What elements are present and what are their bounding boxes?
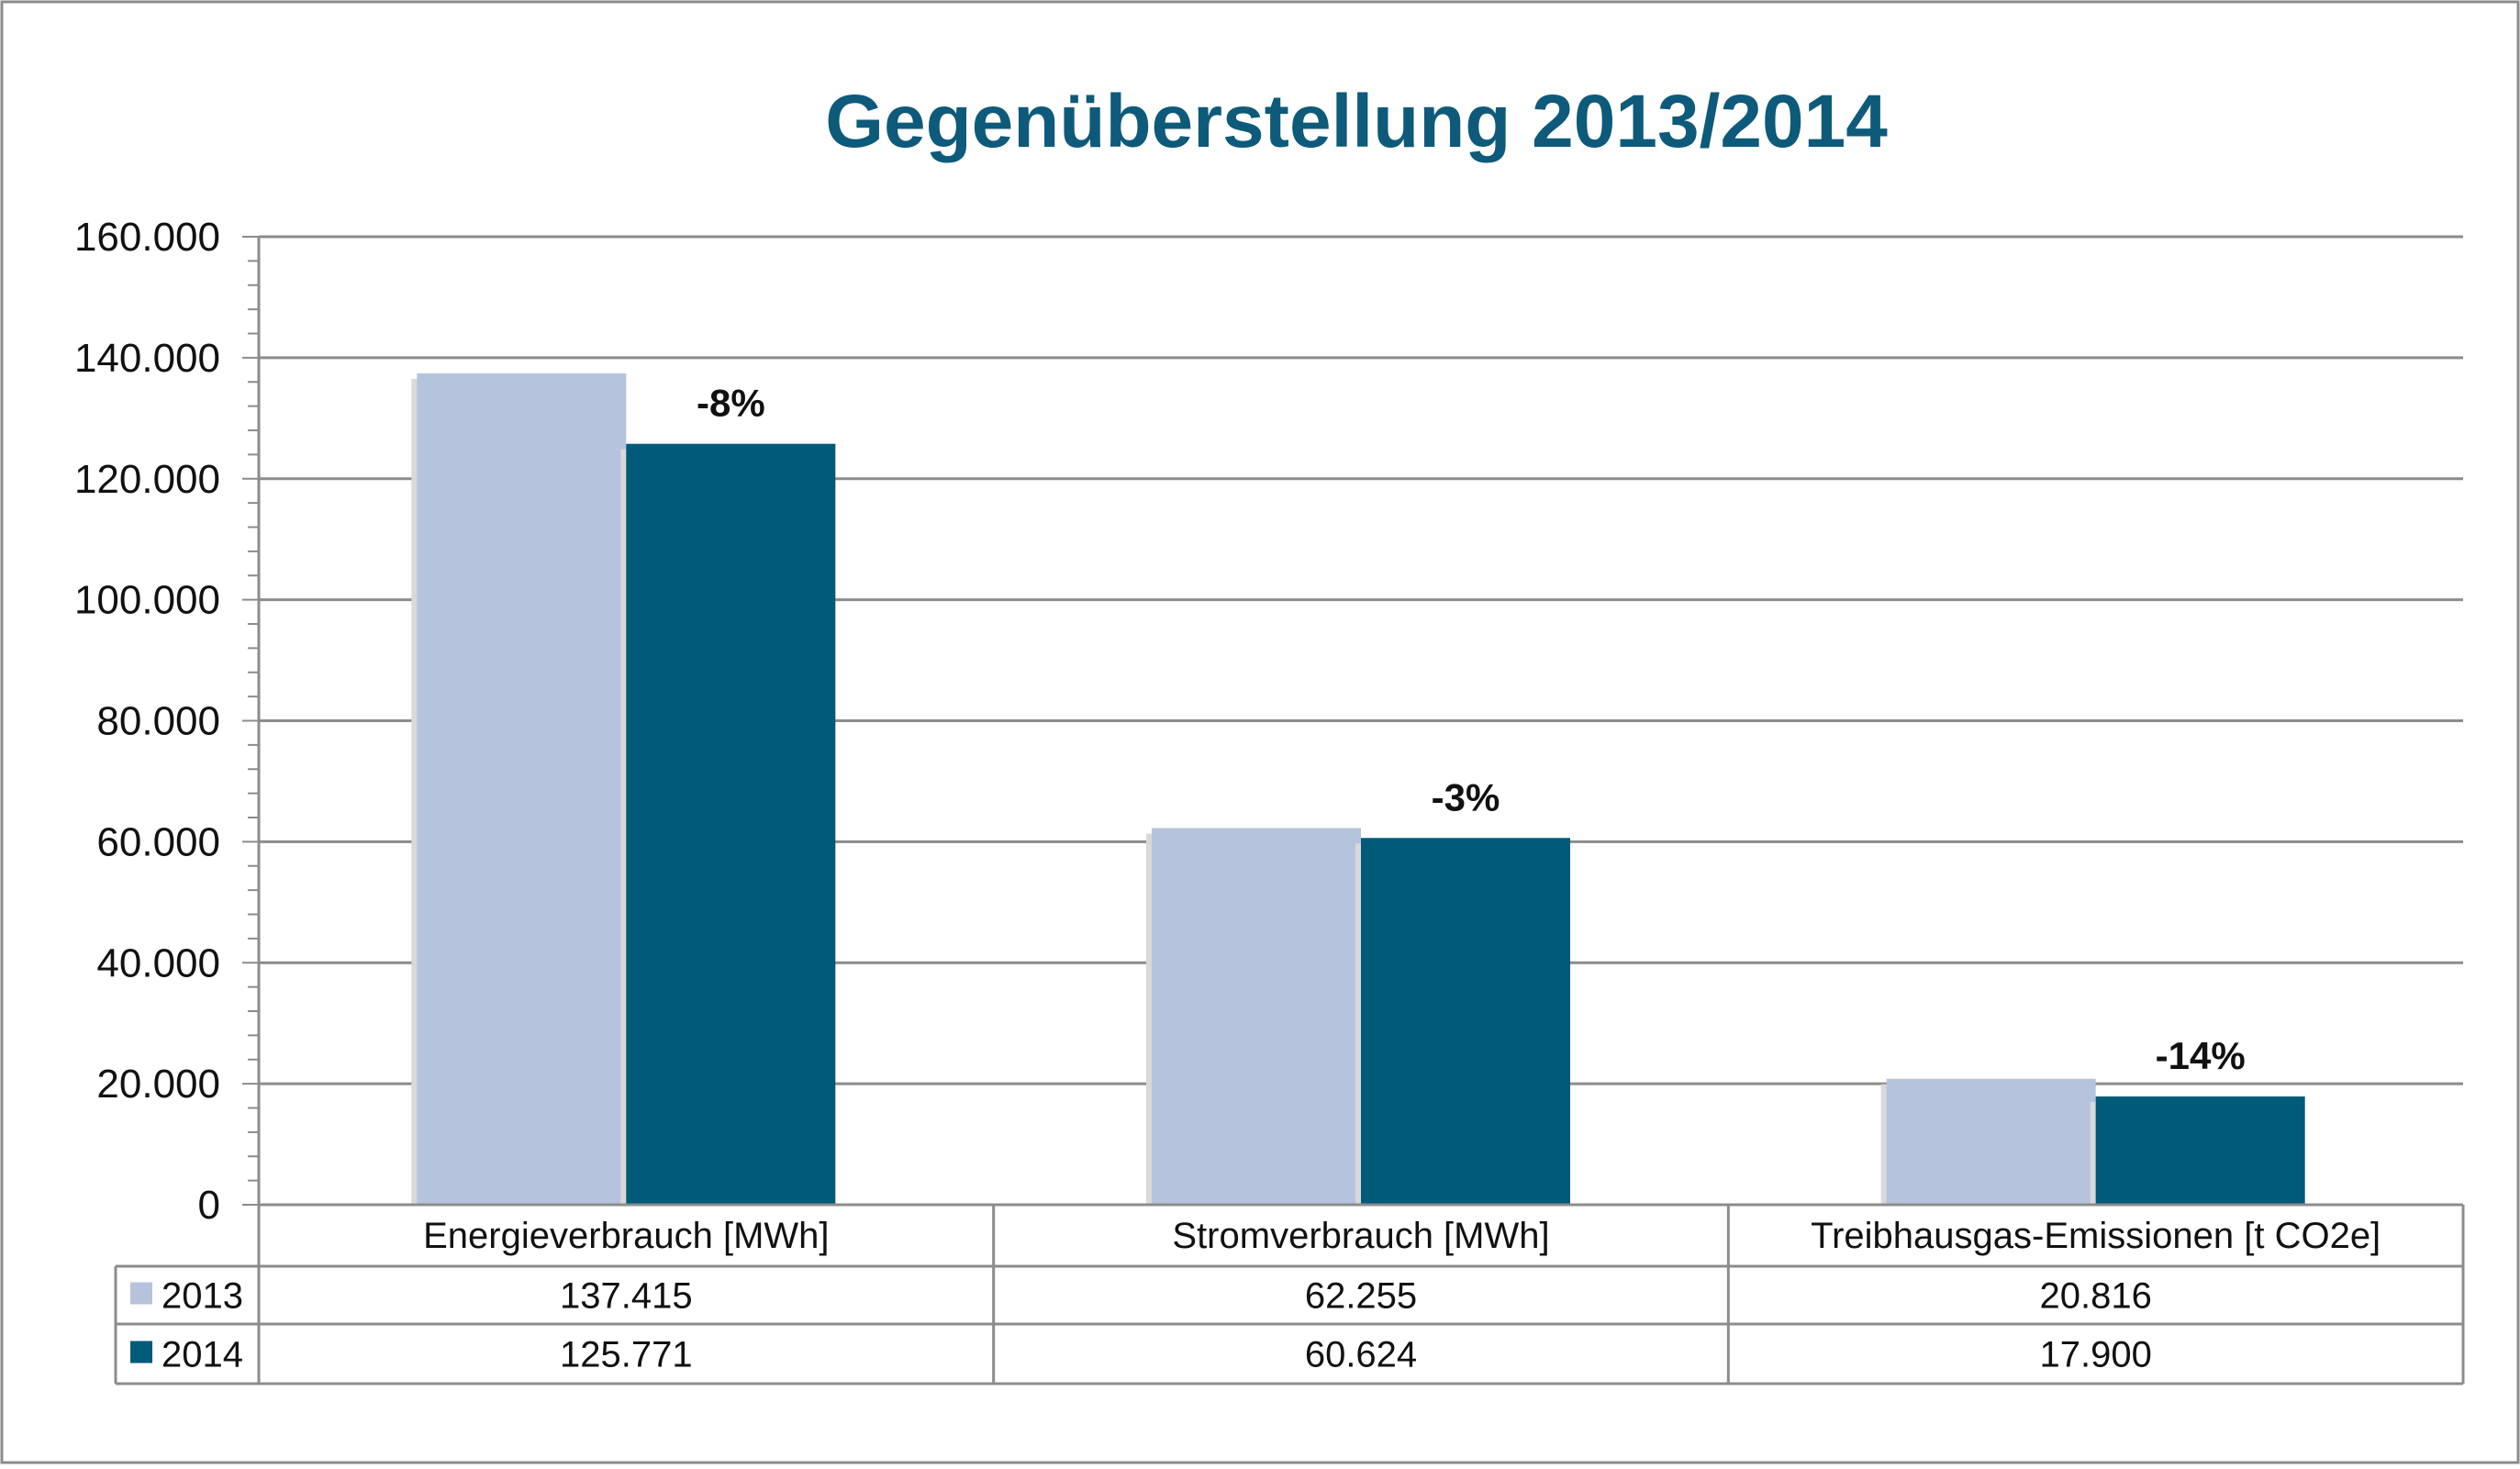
table-value: 137.415 (560, 1276, 693, 1317)
change-annotations: -8% -3% -14% (697, 382, 2246, 1077)
x-category-label: Treibhausgas-Emissionen [t CO2e] (1811, 1216, 2381, 1256)
bars (411, 373, 2305, 1206)
legend-label: 2014 (162, 1335, 243, 1375)
table-value: 20.816 (2039, 1276, 2151, 1317)
y-axis: 0 20.000 40.000 60.000 80.000 100.000 120.000 1… (74, 215, 261, 1228)
change-annotation: -8% (697, 382, 765, 425)
change-annotation: -3% (1432, 775, 1500, 818)
bar-2014 (626, 443, 836, 1205)
bar-2013 (1886, 1078, 2096, 1205)
y-tick-label: 20.000 (96, 1062, 220, 1107)
table-value: 60.624 (1305, 1335, 1417, 1375)
y-tick-label: 40.000 (96, 940, 220, 985)
table-value: 17.900 (2039, 1335, 2151, 1375)
bar-2014 (2095, 1096, 2305, 1205)
legend-key-2014 (130, 1341, 152, 1363)
y-tick-label: 80.000 (96, 699, 220, 744)
x-category-label: Stromverbrauch [MWh] (1172, 1216, 1549, 1256)
x-category-label: Energieverbrauch [MWh] (423, 1216, 829, 1256)
table-value: 62.255 (1305, 1276, 1417, 1317)
table-value: 125.771 (560, 1335, 693, 1375)
data-table: Energieverbrauch [MWh] Stromverbrauch [MW… (114, 1203, 2465, 1386)
y-tick-label: 100.000 (74, 578, 220, 623)
y-tick-label: 60.000 (96, 819, 220, 864)
bar-2013 (1152, 828, 1361, 1205)
bar-2013 (417, 373, 627, 1206)
y-tick-label: 120.000 (74, 457, 220, 502)
bar-2014 (1361, 838, 1570, 1205)
y-tick-label: 0 (198, 1183, 220, 1228)
change-annotation: -14% (2156, 1034, 2246, 1077)
y-tick-label: 160.000 (74, 215, 220, 260)
legend-label: 2013 (162, 1276, 243, 1317)
chart-title: Gegenüberstellung 2013/2014 (825, 80, 1888, 163)
y-tick-label: 140.000 (74, 336, 220, 381)
legend-key-2013 (130, 1282, 152, 1305)
